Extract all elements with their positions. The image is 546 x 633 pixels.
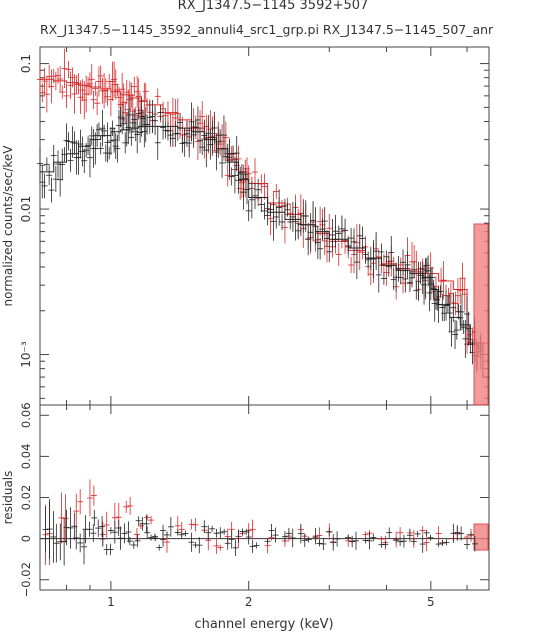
bottom-panel-frame — [39, 404, 490, 591]
y-tick-label-bottom: 0.04 — [19, 444, 33, 470]
x-tick-label: 5 — [427, 595, 435, 609]
y-tick-label-bottom: 0 — [19, 535, 33, 542]
chart-subtitle: RX_J1347.5−1145_3592_annuli4_src1_grp.pi… — [40, 22, 494, 37]
y-axis-label-top: normalized counts/sec/keV — [1, 145, 15, 307]
y-axis-label-bottom: residuals — [1, 471, 15, 525]
y-tick-label-bottom: −0.02 — [19, 562, 33, 597]
chart-title: RX_J1347.5−1145 3592+507 — [178, 0, 369, 13]
x-tick-label: 2 — [245, 595, 253, 609]
model-line-series-1 — [40, 125, 489, 378]
high-energy-bin-top — [473, 223, 489, 406]
x-tick-label: 1 — [107, 595, 115, 609]
y-tick-label-top: 0.1 — [19, 54, 33, 73]
high-energy-bin-bottom — [473, 523, 489, 551]
y-tick-label-bottom: 0.02 — [19, 485, 33, 511]
y-tick-label-top: 10⁻³ — [19, 341, 33, 368]
y-tick-label-top: 0.01 — [19, 196, 33, 223]
y-tick-label-bottom: 0.06 — [19, 402, 33, 428]
x-axis-label: channel energy (keV) — [194, 617, 333, 632]
